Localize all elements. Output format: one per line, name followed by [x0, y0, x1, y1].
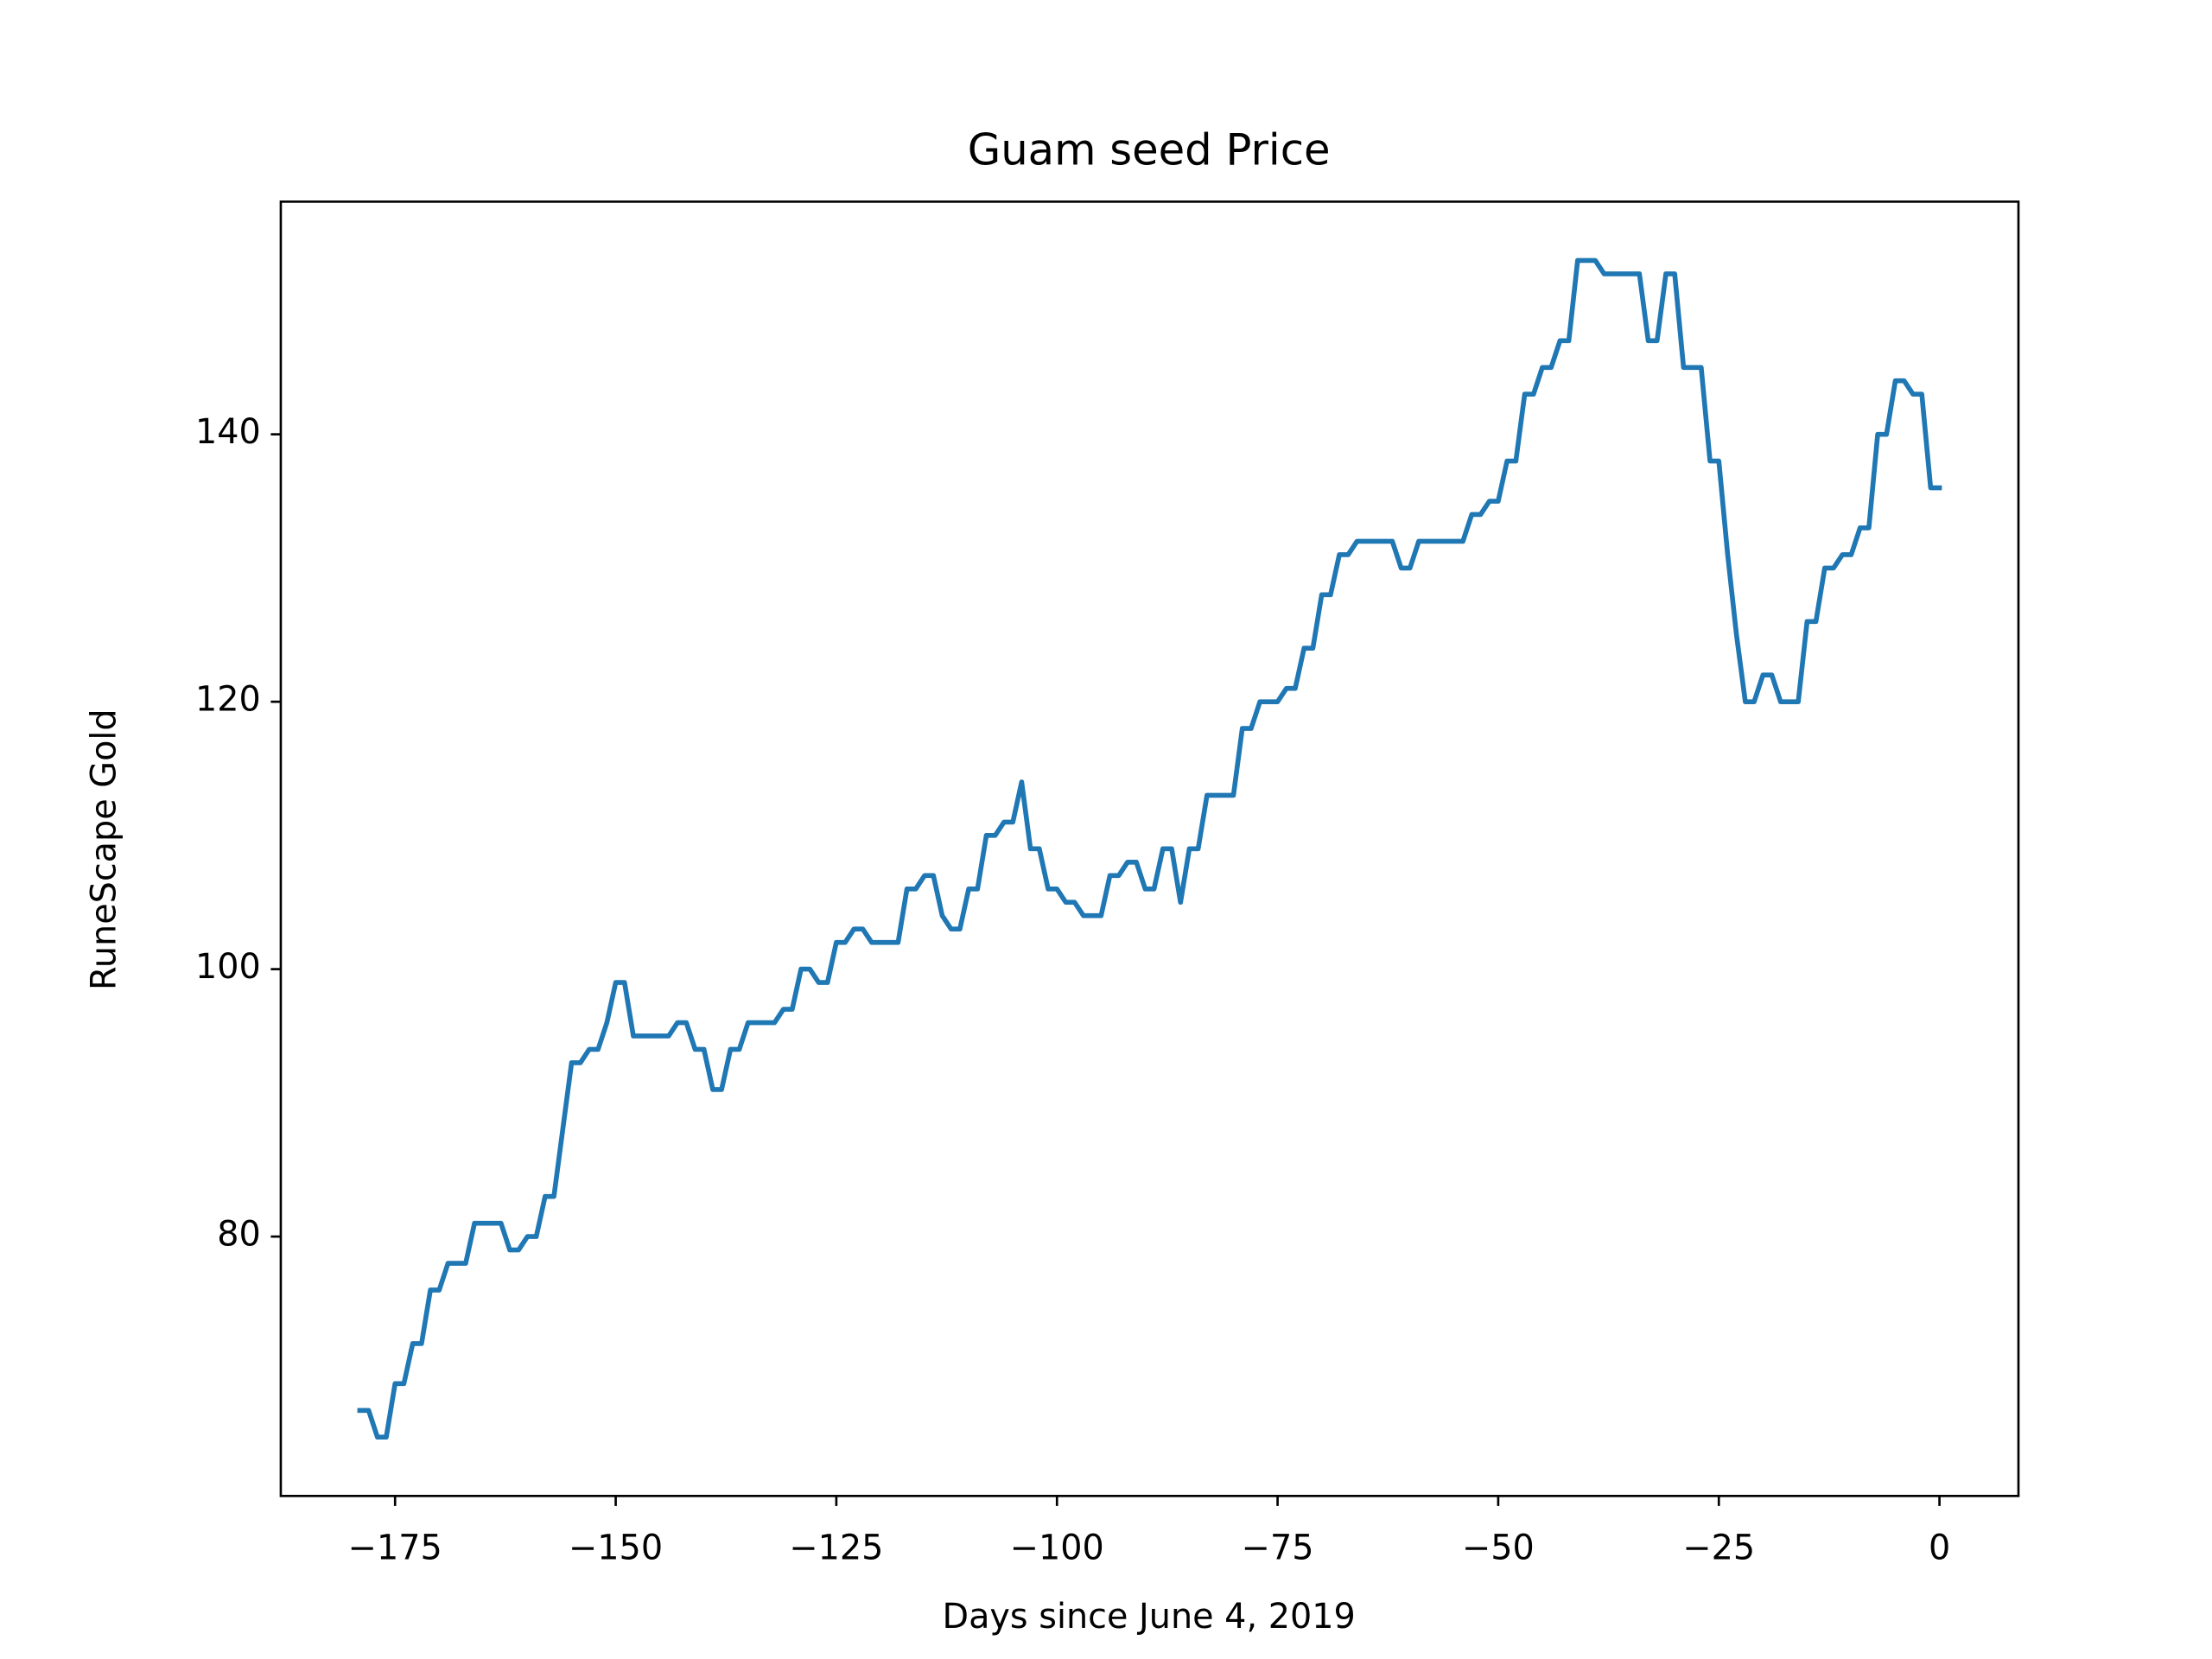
- price-line: [357, 257, 1942, 1440]
- y-tick-label: 100: [195, 947, 261, 987]
- x-tick-label: −50: [1462, 1529, 1535, 1568]
- x-tick-label: −150: [569, 1529, 663, 1568]
- y-tick-label: 80: [217, 1215, 261, 1255]
- y-axis-label: RuneScape Gold: [85, 709, 124, 990]
- y-tick-label: 120: [195, 680, 261, 720]
- x-tick-label: −75: [1242, 1529, 1314, 1568]
- x-tick-label: −100: [1010, 1529, 1104, 1568]
- x-tick-label: −125: [789, 1529, 883, 1568]
- chart-title: Guam seed Price: [968, 125, 1331, 175]
- plot-frame: [279, 200, 2020, 1497]
- x-tick-label: 0: [1929, 1529, 1950, 1568]
- y-tick-label: 140: [195, 412, 261, 452]
- x-tick-label: −25: [1682, 1529, 1755, 1568]
- x-tick-label: −175: [348, 1529, 442, 1568]
- x-axis-label: Days since June 4, 2019: [943, 1597, 1356, 1637]
